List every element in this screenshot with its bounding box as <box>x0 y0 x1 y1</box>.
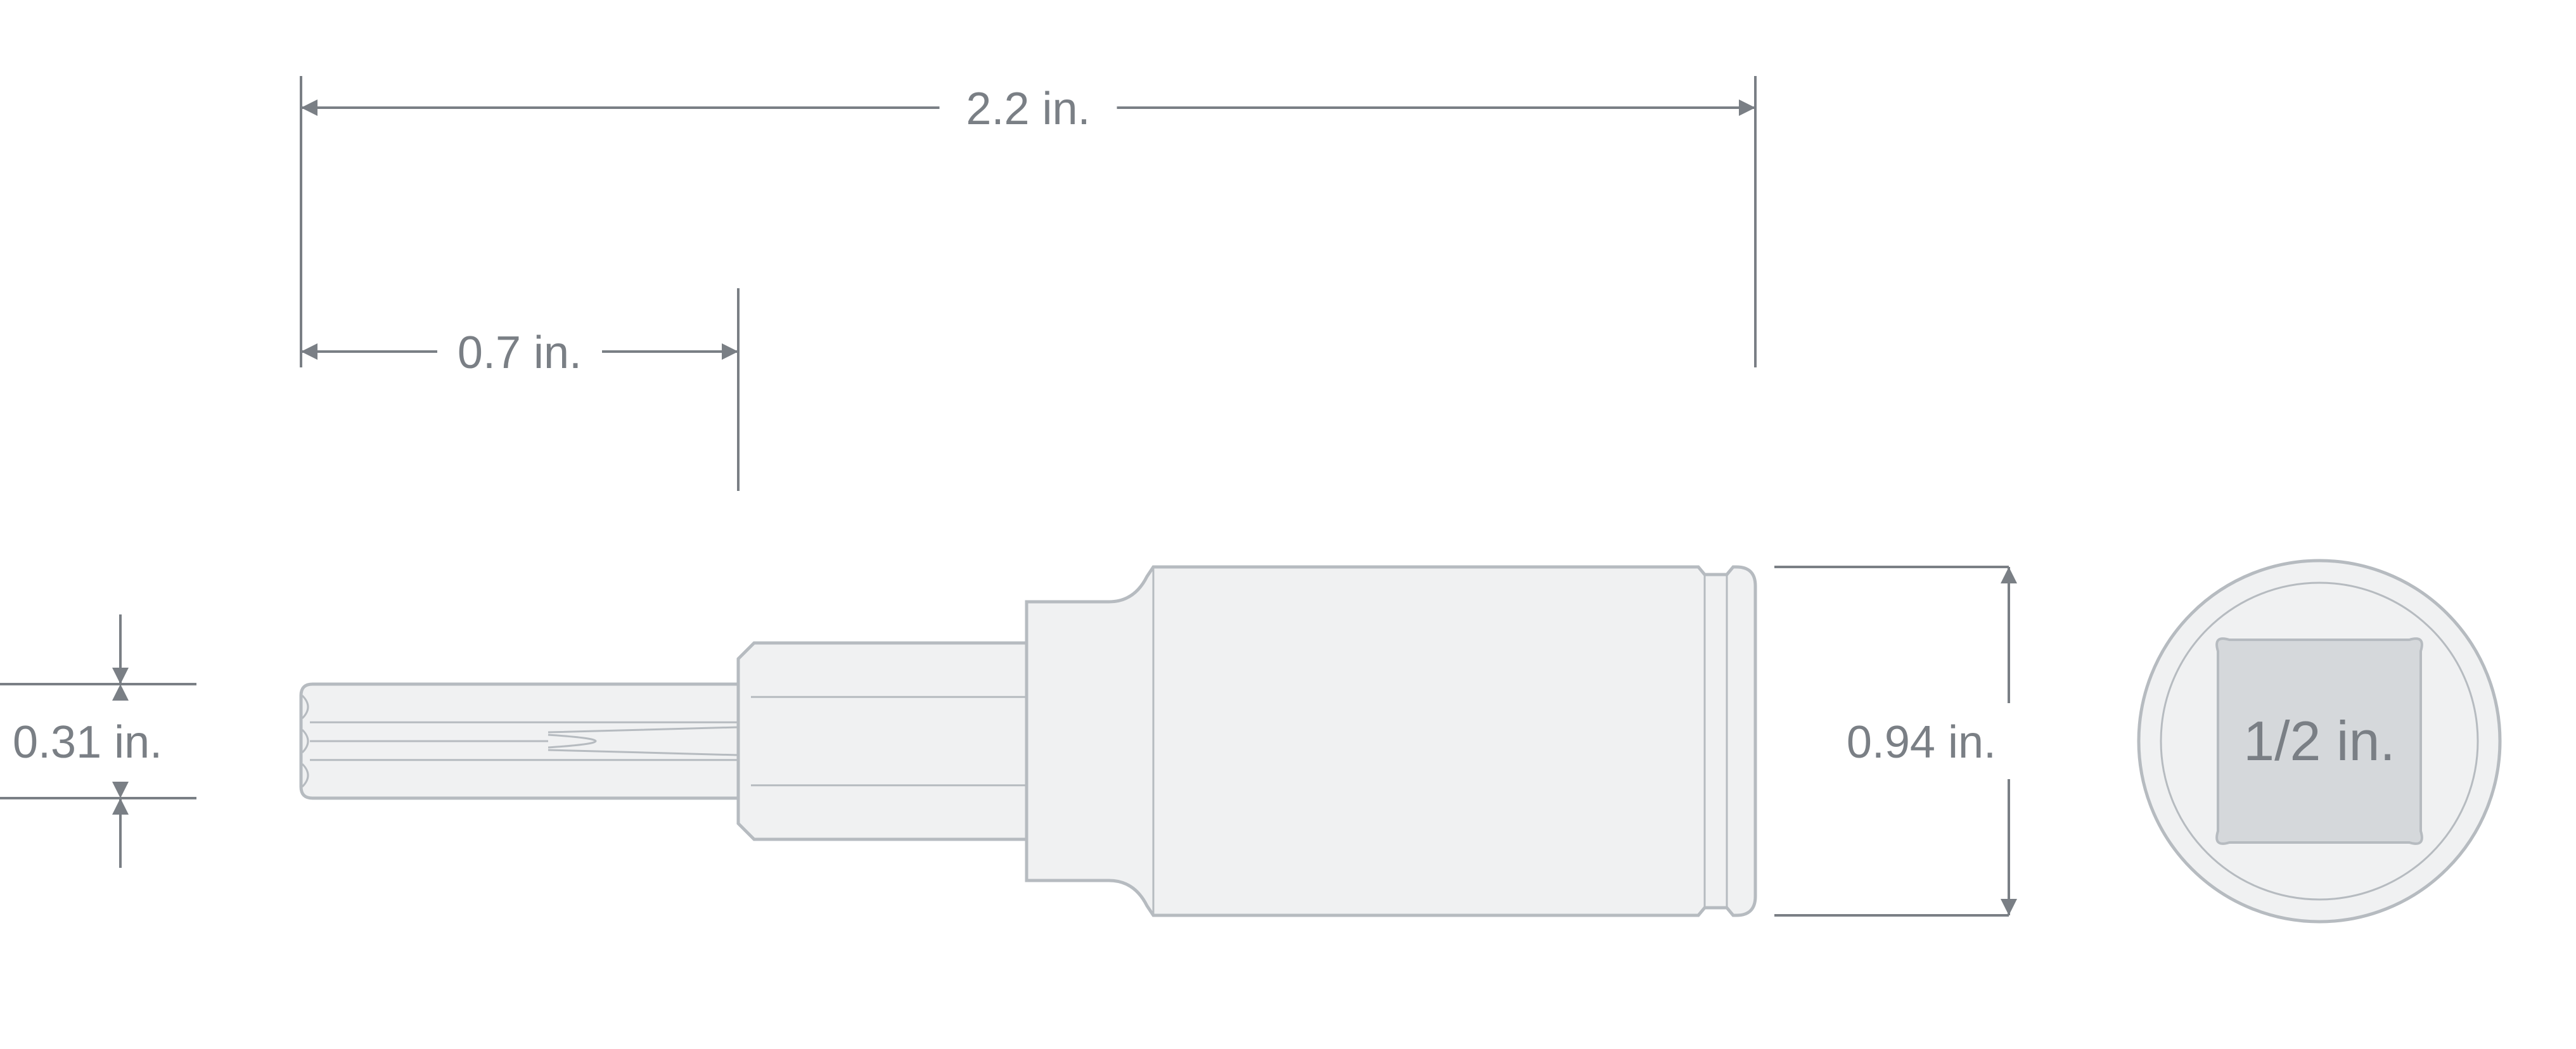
arrowhead <box>112 668 129 684</box>
arrowhead <box>1739 99 1755 116</box>
arrowhead <box>722 343 738 360</box>
dim-bit-length: 0.7 in. <box>458 327 582 378</box>
hex-shank <box>738 643 1027 839</box>
dim-overall-length: 2.2 in. <box>966 84 1090 134</box>
dim-body-diameter: 0.94 in. <box>1847 717 1996 768</box>
arrowhead <box>112 798 129 815</box>
arrowhead <box>2001 899 2017 915</box>
arrowhead <box>301 343 317 360</box>
arrowhead <box>112 782 129 798</box>
drive-size-label: 1/2 in. <box>2243 709 2395 772</box>
arrowhead <box>2001 567 2017 583</box>
dim-bit-diameter: 0.31 in. <box>13 717 162 768</box>
arrowhead <box>301 99 317 116</box>
arrowhead <box>112 684 129 701</box>
socket-body <box>1027 567 1755 915</box>
